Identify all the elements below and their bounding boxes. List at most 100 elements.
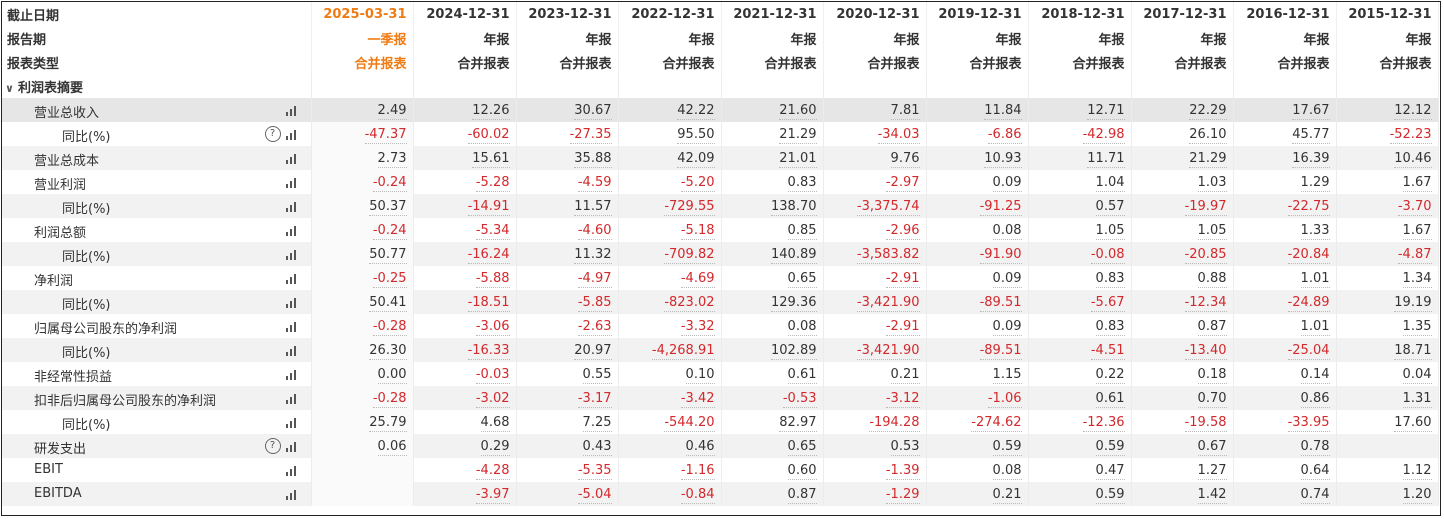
value-text: -2.96	[885, 222, 920, 240]
bar-chart-icon[interactable]	[285, 104, 299, 116]
value-cell: 11.71	[1028, 146, 1132, 170]
value-text: 0.09	[992, 174, 1022, 192]
value-cell: 11.84	[926, 98, 1029, 122]
column-date[interactable]: 2023-12-31	[516, 2, 619, 26]
bar-chart-icon[interactable]	[285, 488, 299, 500]
empty-cell	[413, 74, 517, 98]
value-cell: 50.77	[311, 242, 414, 266]
value-text: -3.06	[475, 318, 510, 336]
empty-cell	[516, 74, 619, 98]
value-cell: 1.12	[1336, 458, 1439, 482]
bar-chart-icon[interactable]	[285, 272, 299, 284]
bar-chart-icon[interactable]	[285, 464, 299, 476]
value-cell: 19.19	[1336, 290, 1439, 314]
bar-chart-icon[interactable]	[285, 248, 299, 260]
value-text: -4.59	[577, 174, 612, 192]
value-text: -3,375.74	[856, 198, 920, 216]
value-cell: -20.84	[1233, 242, 1337, 266]
value-text: -91.90	[979, 246, 1022, 264]
value-text: 21.29	[1189, 150, 1227, 168]
value-text: 1.29	[1300, 174, 1330, 192]
help-circle-icon[interactable]: ?	[264, 438, 281, 454]
bar-chart-icon[interactable]	[285, 224, 299, 236]
column-date[interactable]: 2016-12-31	[1233, 2, 1337, 26]
value-text: 7.25	[582, 414, 612, 432]
value-text: 0.04	[1402, 366, 1432, 384]
column-date[interactable]: 2021-12-31	[721, 2, 824, 26]
value-text: 0.67	[1197, 438, 1227, 456]
bar-chart-icon[interactable]	[285, 128, 299, 140]
value-cell: -18.51	[413, 290, 517, 314]
bar-chart-icon[interactable]	[285, 368, 299, 380]
column-date[interactable]: 2019-12-31	[926, 2, 1029, 26]
section-toggle[interactable]: ∨ 利润表摘要	[2, 74, 312, 98]
row-label-text: 利润总额	[34, 226, 87, 241]
value-cell: -2.91	[823, 314, 927, 338]
value-cell: 0.59	[1028, 434, 1132, 458]
bar-chart-icon[interactable]	[285, 320, 299, 332]
column-date[interactable]: 2022-12-31	[618, 2, 722, 26]
bar-chart-icon[interactable]	[285, 176, 299, 188]
value-cell: 42.22	[618, 98, 722, 122]
value-text: 0.53	[890, 438, 920, 456]
column-date[interactable]: 2020-12-31	[823, 2, 927, 26]
value-text: -3.17	[577, 390, 612, 408]
column-date[interactable]: 2015-12-31	[1336, 2, 1439, 26]
value-text: 0.83	[1095, 318, 1125, 336]
value-text: 0.85	[787, 222, 817, 240]
column-type: 合并报表	[1336, 50, 1439, 74]
value-text: 25.79	[369, 414, 407, 432]
value-text: 50.77	[369, 246, 407, 264]
value-cell: -91.90	[926, 242, 1029, 266]
row-label: 同比(%)	[2, 242, 312, 266]
value-cell: -2.96	[823, 218, 927, 242]
value-cell: -42.98	[1028, 122, 1132, 146]
row-label-text: 同比(%)	[62, 130, 111, 145]
row-label-text: 营业利润	[34, 178, 87, 193]
value-cell: 17.60	[1336, 410, 1439, 434]
value-text: -3.32	[680, 318, 715, 336]
help-circle-icon[interactable]: ?	[264, 126, 281, 142]
bar-chart-icon[interactable]	[285, 200, 299, 212]
value-cell: -0.84	[618, 482, 722, 506]
value-text: 0.29	[480, 438, 510, 456]
value-cell: 1.20	[1336, 482, 1439, 506]
chevron-down-icon[interactable]: ∨	[5, 81, 14, 95]
row-label-text: 非经常性损益	[34, 370, 113, 385]
value-text: 21.60	[779, 102, 817, 120]
value-text: 45.77	[1292, 126, 1330, 144]
value-cell: -2.91	[823, 266, 927, 290]
table-body: 截止日期 2025-03-31 2024-12-31 2023-12-31 2022-1…	[2, 2, 1439, 506]
value-text: 0.83	[787, 174, 817, 192]
value-cell: 21.29	[1131, 146, 1234, 170]
value-text: 0.59	[992, 438, 1022, 456]
column-date[interactable]: 2018-12-31	[1028, 2, 1132, 26]
value-text: 1.15	[992, 366, 1022, 384]
income-statement-table: 截止日期 2025-03-31 2024-12-31 2023-12-31 2022-1…	[2, 2, 1439, 506]
value-text: 1.12	[1402, 462, 1432, 480]
bar-chart-icon[interactable]	[285, 296, 299, 308]
value-cell: 0.59	[926, 434, 1029, 458]
value-text: 1.05	[1197, 222, 1227, 240]
bar-chart-icon[interactable]	[285, 152, 299, 164]
column-date[interactable]: 2024-12-31	[413, 2, 517, 26]
bar-chart-icon[interactable]	[285, 392, 299, 404]
value-text: -52.23	[1389, 126, 1432, 144]
table-row: 研发支出? 0.06 0.29 0.43 0.46 0.65 0.53 0.59 0.59 0.6…	[2, 434, 1439, 458]
row-label: 同比(%)	[2, 194, 312, 218]
column-date[interactable]: 2017-12-31	[1131, 2, 1234, 26]
column-date[interactable]: 2025-03-31	[311, 2, 414, 26]
value-cell: 10.46	[1336, 146, 1439, 170]
bar-chart-icon[interactable]	[285, 344, 299, 356]
row-label: 利润总额	[2, 218, 312, 242]
bar-chart-icon[interactable]	[285, 440, 299, 452]
value-text: -729.55	[664, 198, 715, 216]
value-cell: 1.15	[926, 362, 1029, 386]
value-text: 0.43	[582, 438, 612, 456]
bar-chart-icon[interactable]	[285, 416, 299, 428]
value-cell: 50.37	[311, 194, 414, 218]
value-cell: 0.08	[926, 218, 1029, 242]
value-cell: 18.71	[1336, 338, 1439, 362]
value-text: -14.91	[467, 198, 510, 216]
